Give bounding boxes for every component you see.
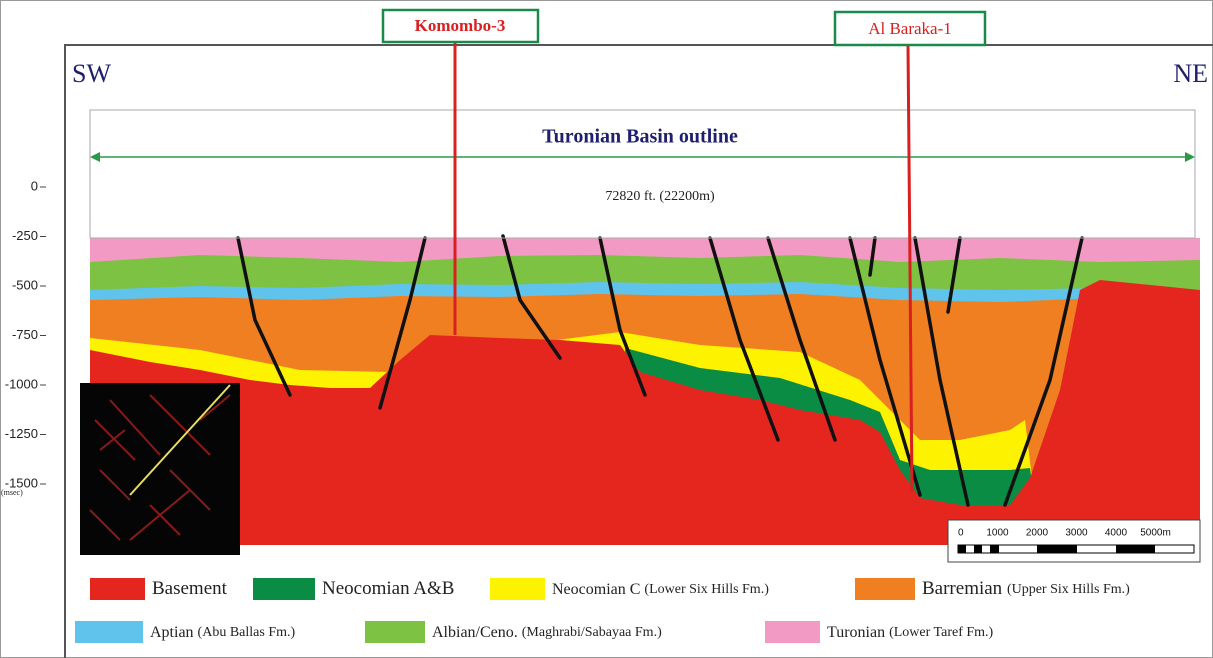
legend-swatch [765,621,820,643]
legend-name: Albian/Ceno. [432,624,518,641]
legend-note: (Maghrabi/Sabayaa Fm.) [522,625,662,640]
legend-label: Barremian (Upper Six Hills Fm.) [922,578,1130,599]
scale-box [948,520,1200,562]
depth-tick-label: -750 [12,327,38,342]
legend-swatch [855,578,915,600]
diagram: Turonian Basin outline 72820 ft. (22200m… [0,0,1213,658]
legend-note: (Lower Taref Fm.) [889,625,993,640]
well-label: Komombo-3 [415,16,506,35]
location-inset [80,383,240,555]
scale-label: 4000 [1105,528,1128,539]
depth-tick-label: -250 [12,228,38,243]
legend-swatch [490,578,545,600]
legend-name: Neocomian C [552,581,640,598]
legend-name: Turonian [827,624,885,641]
width-label: 72820 ft. (22200m) [605,189,715,204]
depth-tick-label: -500 [12,277,38,292]
depth-tick-label: -1250 [5,426,38,441]
depth-tick-label: -1000 [5,376,38,391]
legend-swatch [75,621,143,643]
legend-name: Neocomian A&B [322,578,454,599]
legend-label: Neocomian C (Lower Six Hills Fm.) [552,581,769,598]
legend-name: Aptian [150,624,194,641]
legend-name: Basement [152,578,228,599]
well-label: Al Baraka-1 [868,19,952,38]
legend-label: Neocomian A&B [322,578,454,599]
scale-label: 1000 [986,528,1009,539]
legend-note: (Abu Ballas Fm.) [198,625,296,640]
legend-swatch [90,578,145,600]
depth-tick-label: -1500 [5,475,38,490]
legend-label: Turonian (Lower Taref Fm.) [827,624,994,641]
legend-note: (Upper Six Hills Fm.) [1007,582,1130,597]
cross-section [90,236,1200,545]
legend: Basement Neocomian A&B Neocomian C (Lower … [75,578,1130,643]
direction-left: SW [72,59,111,88]
scale-label: 5000m [1140,528,1171,539]
legend-name: Barremian [922,578,1003,599]
scale-bar [948,520,1200,562]
legend-label: Albian/Ceno. (Maghrabi/Sabayaa Fm.) [432,624,662,641]
scale-label: 2000 [1026,528,1049,539]
legend-label: Basement [152,578,228,599]
scale-label: 3000 [1065,528,1088,539]
basin-title: Turonian Basin outline [542,126,738,148]
legend-swatch [365,621,425,643]
inset-map [80,383,240,555]
legend-label: Aptian (Abu Ballas Fm.) [150,624,295,641]
scale-label: 0 [958,528,964,539]
depth-tick-label: 0 [31,178,38,193]
legend-note: (Lower Six Hills Fm.) [644,582,769,597]
legend-swatch [253,578,315,600]
direction-right: NE [1173,59,1208,88]
